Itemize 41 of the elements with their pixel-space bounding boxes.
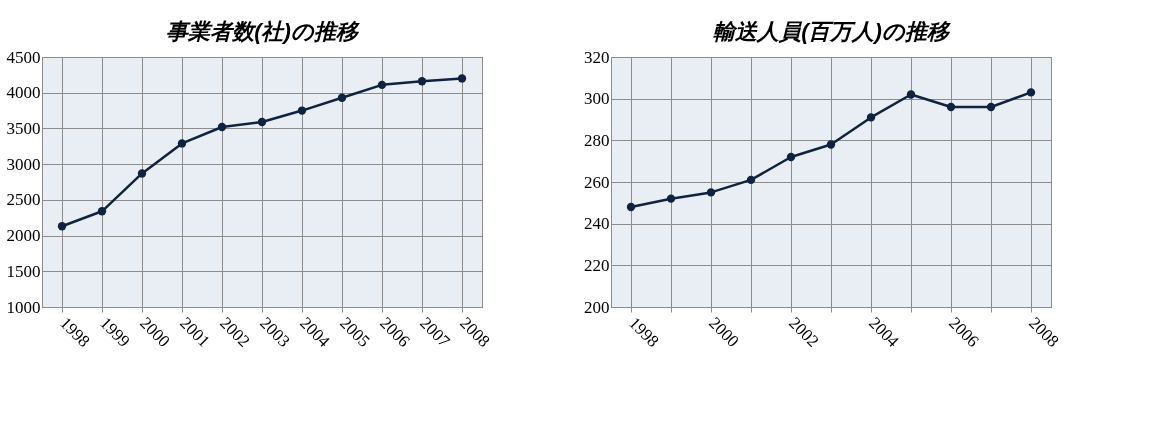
chart-title: 事業者数(社)の推移 — [166, 19, 360, 44]
point — [906, 90, 916, 99]
y-tick-label: 240 — [584, 214, 610, 234]
point — [297, 106, 307, 115]
point — [866, 113, 876, 122]
x-tick-label: 2007 — [416, 313, 454, 352]
y-tick-label: 3000 — [6, 154, 41, 174]
point — [746, 175, 756, 185]
point — [377, 80, 387, 90]
point — [946, 102, 956, 112]
chart-title: 輸送人員(百万人)の推移 — [713, 19, 951, 44]
point — [786, 152, 796, 162]
point — [57, 222, 67, 231]
y-tick-label: 220 — [584, 255, 610, 275]
point — [666, 194, 676, 203]
x-tick-label: 1999 — [96, 313, 134, 351]
y-tick-label: 1500 — [6, 261, 41, 281]
y-tick-label: 300 — [584, 89, 610, 109]
y-tick-label: 280 — [584, 130, 610, 150]
point — [626, 202, 636, 212]
y-tick-label: 4500 — [6, 47, 41, 67]
y-tick-label: 200 — [584, 297, 610, 317]
y-tick-label: 260 — [584, 172, 610, 192]
point — [97, 207, 107, 216]
point — [826, 140, 836, 149]
point — [217, 122, 227, 132]
y-tick-label: 4000 — [6, 83, 41, 103]
point — [417, 77, 427, 86]
y-tick-label: 320 — [584, 47, 610, 67]
y-tick-label: 2000 — [6, 226, 41, 246]
y-tick-label: 3500 — [6, 118, 41, 138]
y-tick-label: 1000 — [6, 297, 41, 317]
point — [137, 169, 147, 178]
y-tick-label: 2500 — [6, 190, 41, 210]
point — [177, 139, 187, 148]
point — [257, 117, 267, 127]
point — [337, 93, 347, 102]
point — [706, 188, 716, 197]
point — [1026, 88, 1036, 97]
point — [457, 74, 467, 83]
point — [986, 102, 996, 112]
